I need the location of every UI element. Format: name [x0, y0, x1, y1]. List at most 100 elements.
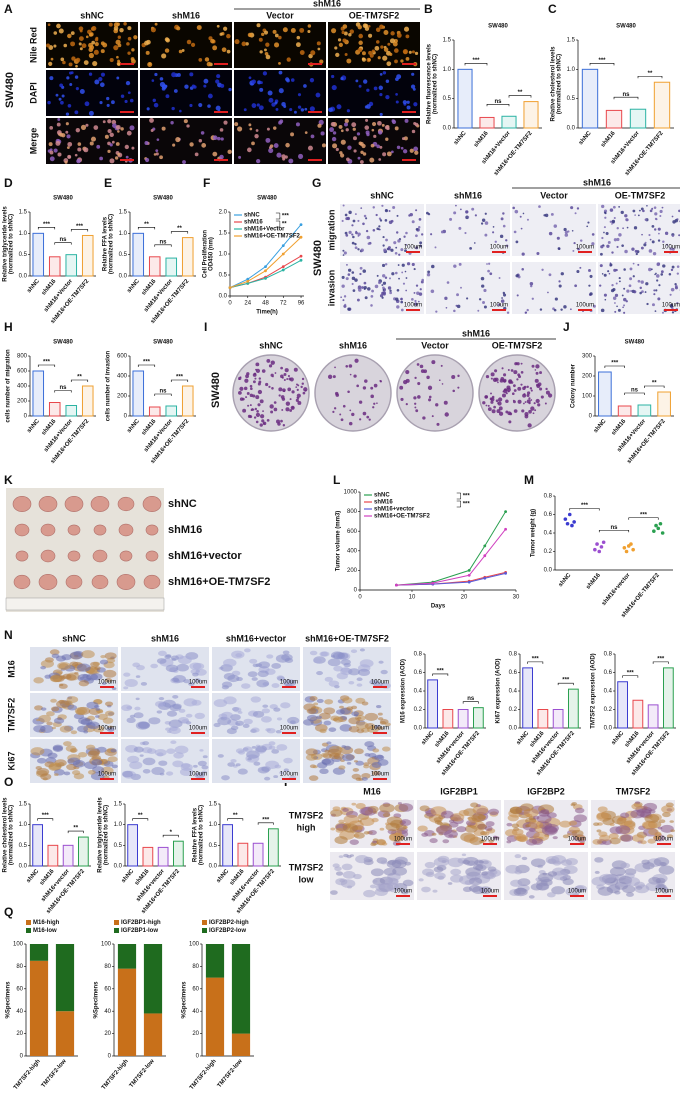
series-point	[228, 286, 232, 289]
y-axis-label: OD450 (nm)	[209, 237, 215, 271]
tile-dot	[336, 104, 342, 110]
colony	[271, 387, 274, 390]
scale-label: 100um	[490, 245, 508, 251]
tile-dot	[149, 118, 154, 123]
sig-bracket	[637, 75, 663, 79]
tile-dot	[474, 214, 477, 217]
x-tick-label: shNC	[453, 130, 468, 146]
tile-blob	[40, 707, 47, 711]
colony	[304, 389, 307, 392]
series-point	[467, 573, 471, 577]
tile-dot	[397, 239, 401, 243]
tile-dot	[573, 241, 576, 245]
tile-dot	[459, 208, 462, 211]
colony	[516, 362, 520, 366]
colony	[246, 392, 250, 395]
sig-bracket	[137, 227, 156, 230]
y-axis-label: (normalized to shNC)	[104, 805, 110, 865]
tile-dot	[99, 156, 104, 161]
colony	[252, 380, 256, 384]
tile-dot	[662, 264, 666, 268]
tile-dot	[335, 52, 340, 58]
scale-label: 100um	[280, 772, 298, 778]
tumor	[92, 549, 108, 563]
colony	[489, 397, 493, 401]
tile-dot	[255, 129, 259, 132]
column-header: shM16+OE-TM7SF2	[305, 633, 389, 643]
tile-dot	[411, 72, 415, 76]
tile-dot	[651, 303, 655, 307]
tile-dot	[171, 106, 175, 111]
colony	[426, 375, 430, 380]
colony	[250, 387, 253, 391]
tile-dot	[216, 24, 220, 28]
colony	[490, 400, 494, 404]
tumor	[143, 574, 161, 590]
tile-blob	[59, 725, 72, 733]
tile-dot	[196, 25, 202, 31]
colony	[416, 363, 420, 366]
tile-blob	[528, 895, 535, 899]
bar	[537, 709, 549, 729]
tile-blob	[330, 809, 343, 817]
tile-dot	[640, 280, 644, 284]
tile-dot	[112, 123, 117, 128]
tile-dot	[298, 153, 304, 159]
tile-dot	[49, 156, 55, 162]
scale-label: 100um	[98, 772, 116, 778]
tile-dot	[47, 100, 51, 105]
y-tick-label: 0.8	[414, 652, 423, 658]
tile-dot	[161, 126, 166, 131]
tile-blob	[364, 723, 376, 730]
sig-label: ***	[176, 375, 184, 381]
tile-blob	[431, 832, 437, 836]
tile-dot	[78, 26, 84, 31]
bar	[637, 404, 652, 417]
tile-blob	[378, 660, 384, 664]
tile-dot	[223, 120, 228, 125]
tile-bg	[340, 262, 424, 314]
tile-blob	[462, 859, 471, 865]
colony	[490, 392, 492, 395]
y-tick-label: 60	[192, 986, 199, 992]
legend-label: shM16+OE-TM7SF2	[374, 514, 431, 520]
tile-blob	[316, 671, 323, 676]
tile-blob	[509, 806, 523, 815]
colony	[526, 393, 530, 398]
tile-dot	[71, 56, 76, 61]
tile-dot	[626, 289, 630, 293]
image-tile	[591, 800, 675, 848]
tile-blob	[575, 834, 586, 842]
tile-blob	[434, 872, 446, 880]
tile-dot	[117, 35, 121, 39]
x-tick-label: shNC	[126, 418, 141, 434]
tile-blob	[330, 827, 336, 831]
tile-blob	[609, 823, 615, 827]
sig-label: ***	[43, 222, 51, 228]
tile-dot	[574, 212, 577, 215]
tile-blob	[326, 741, 332, 745]
y-tick-label: 400	[347, 548, 358, 554]
tile-dot	[354, 278, 358, 282]
legend-label: M16-high	[33, 920, 60, 926]
tile-dot	[616, 227, 619, 230]
column-header: Vector	[421, 340, 449, 350]
image-tile	[46, 70, 138, 116]
colony	[253, 416, 257, 419]
y-axis-label: %Specimens	[6, 981, 12, 1019]
tile-blob	[148, 717, 161, 725]
colony	[544, 402, 547, 405]
series-point	[504, 527, 507, 531]
tile-dot	[379, 294, 384, 298]
colony	[286, 378, 289, 380]
tile-dot	[415, 246, 419, 250]
tile-blob	[351, 802, 357, 806]
tile-dot	[588, 269, 591, 272]
colony	[333, 407, 337, 410]
image-tile	[121, 739, 209, 783]
tile-dot	[414, 122, 419, 127]
tile-dot	[395, 100, 399, 104]
sig-label: ***	[532, 656, 540, 662]
tile-dot	[189, 103, 193, 108]
colony	[289, 409, 293, 412]
